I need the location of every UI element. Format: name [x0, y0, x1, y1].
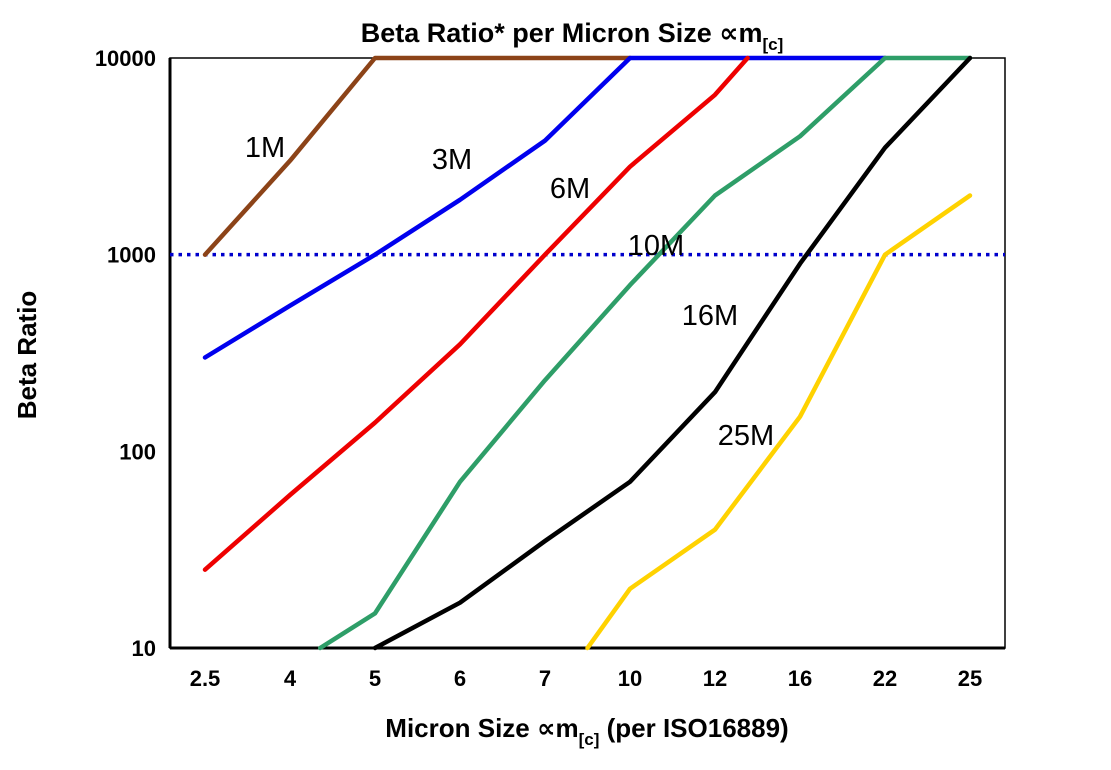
y-tick-label: 10: [132, 636, 156, 661]
chart-title: Beta Ratio* per Micron Size ∝m[c]: [361, 18, 784, 54]
series-line-10M: [317, 55, 973, 651]
x-tick-label: 22: [873, 666, 897, 691]
series-line-16M: [372, 55, 973, 651]
series-line-6M: [202, 55, 750, 572]
x-tick-label: 16: [788, 666, 812, 691]
series-label-25M: 25M: [718, 420, 774, 452]
x-tick-labels: 2.5 4 5 6 7 10 12 16 22 25: [190, 666, 983, 691]
y-tick-label: 10000: [95, 46, 156, 71]
series-label-16M: 16M: [682, 300, 738, 332]
x-tick-label: 7: [539, 666, 551, 691]
series-labels: 1M 3M 6M 10M 16M 25M: [245, 132, 774, 452]
series-label-1M: 1M: [245, 132, 285, 164]
series-lines: [202, 55, 973, 651]
y-tick-label: 100: [119, 439, 156, 464]
y-axis-title: Beta Ratio: [12, 291, 42, 420]
y-tick-label: 1000: [107, 243, 156, 268]
series-line-1M: [202, 55, 633, 257]
x-tick-label: 6: [454, 666, 466, 691]
plot-area: [169, 57, 1006, 649]
x-tick-label: 10: [618, 666, 642, 691]
series-label-3M: 3M: [432, 144, 472, 176]
series-line-25M: [585, 193, 973, 651]
series-label-10M: 10M: [628, 230, 684, 262]
x-tick-label: 4: [284, 666, 297, 691]
x-axis-title: Micron Size ∝m[c] (per ISO16889): [385, 713, 788, 749]
x-tick-label: 12: [703, 666, 727, 691]
series-line-3M: [202, 55, 888, 360]
x-tick-label: 2.5: [190, 666, 221, 691]
series-label-6M: 6M: [550, 173, 590, 205]
x-tick-label: 5: [369, 666, 381, 691]
y-tick-labels: 10 100 1000 10000: [95, 46, 156, 661]
x-tick-label: 25: [958, 666, 982, 691]
